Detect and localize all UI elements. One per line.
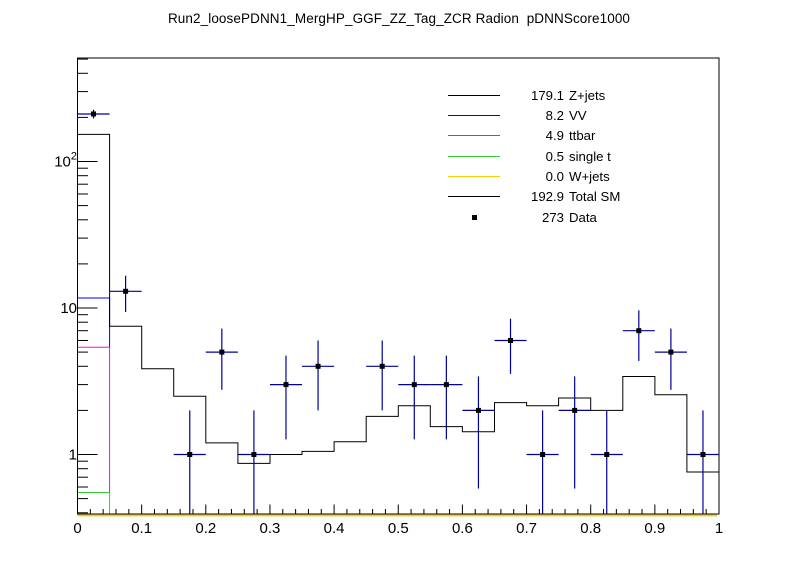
legend-label: Z+jets <box>569 87 606 103</box>
plot-frame <box>77 57 720 515</box>
data-point-marker <box>411 382 417 388</box>
y-axis-ticks <box>78 58 98 514</box>
x-axis-ticks <box>77 504 720 514</box>
legend-line-sample <box>448 196 500 198</box>
svg-text:0.1: 0.1 <box>131 520 152 537</box>
svg-text:0.5: 0.5 <box>388 520 409 537</box>
data-point-marker <box>572 407 578 413</box>
svg-text:0.9: 0.9 <box>644 520 665 537</box>
legend-label: VV <box>569 108 587 124</box>
legend-value: 192.9 <box>530 189 564 205</box>
legend-label: Data <box>569 209 597 225</box>
legend: 179.1 Z+jets 8.2 VV 4.9 ttbar 0.5 single t 0.0 W+… <box>448 85 620 227</box>
legend-value: 0.5 <box>545 148 564 164</box>
legend-label: Total SM <box>569 189 621 205</box>
legend-entry: 0.0 W+jets <box>448 166 620 186</box>
data-point-marker <box>540 452 546 457</box>
total-sm-histogram <box>77 133 719 473</box>
svg-text:0.7: 0.7 <box>516 520 537 537</box>
svg-text:0: 0 <box>73 520 81 537</box>
svg-text:102: 102 <box>54 151 77 171</box>
x-axis-labels: 0 0.1 0.2 0.3 0.4 0.5 0.6 0.7 0.8 0.9 1 <box>73 520 723 537</box>
data-point-marker <box>475 407 481 413</box>
data-point-marker <box>379 363 385 369</box>
svg-text:0.4: 0.4 <box>324 520 345 537</box>
data-point-marker <box>219 349 225 355</box>
svg-text:10: 10 <box>60 300 77 317</box>
legend-label: single t <box>569 148 611 164</box>
legend-label: W+jets <box>569 169 610 185</box>
legend-line-sample <box>448 155 500 157</box>
data-point-marker <box>187 452 193 457</box>
legend-marker-sample <box>448 214 500 220</box>
data-point-marker <box>315 363 321 369</box>
legend-value: 8.2 <box>545 108 564 124</box>
legend-line-sample <box>448 94 500 96</box>
legend-value: 0.0 <box>545 169 564 185</box>
data-point-marker <box>508 338 514 344</box>
y-axis-labels: 1 10 102 <box>54 151 77 464</box>
data-point-marker <box>668 349 674 355</box>
svg-text:1: 1 <box>69 447 77 464</box>
legend-value: 179.1 <box>530 87 564 103</box>
plot-title: Run2_loosePDNN1_MergHP_GGF_ZZ_Tag_ZCR Ra… <box>167 11 631 26</box>
svg-text:0.8: 0.8 <box>580 520 601 537</box>
legend-line-sample <box>448 135 500 137</box>
data-point-marker <box>700 452 706 457</box>
svg-text:0.6: 0.6 <box>452 520 473 537</box>
legend-entry: 192.9 Total SM <box>448 187 620 207</box>
legend-line-sample <box>448 176 500 178</box>
data-point-marker <box>123 288 129 294</box>
svg-text:1: 1 <box>715 520 723 537</box>
data-point-marker <box>443 382 449 388</box>
legend-entry: 273 Data <box>448 207 620 227</box>
data-point-marker <box>91 111 97 117</box>
svg-text:0.3: 0.3 <box>260 520 281 537</box>
legend-entry: 4.9 ttbar <box>448 126 620 146</box>
data-point-marker <box>283 382 289 388</box>
data-points <box>77 109 719 514</box>
legend-label: ttbar <box>569 128 596 144</box>
legend-value: 4.9 <box>545 128 564 144</box>
legend-value: 273 <box>541 209 564 225</box>
data-point-marker <box>604 452 610 457</box>
svg-text:0.2: 0.2 <box>195 520 216 537</box>
legend-entry: 0.5 single t <box>448 146 620 166</box>
legend-entry: 179.1 Z+jets <box>448 85 620 105</box>
data-point-marker <box>636 328 642 334</box>
legend-entry: 8.2 VV <box>448 105 620 125</box>
legend-line-sample <box>448 115 500 117</box>
data-point-marker <box>251 452 257 457</box>
